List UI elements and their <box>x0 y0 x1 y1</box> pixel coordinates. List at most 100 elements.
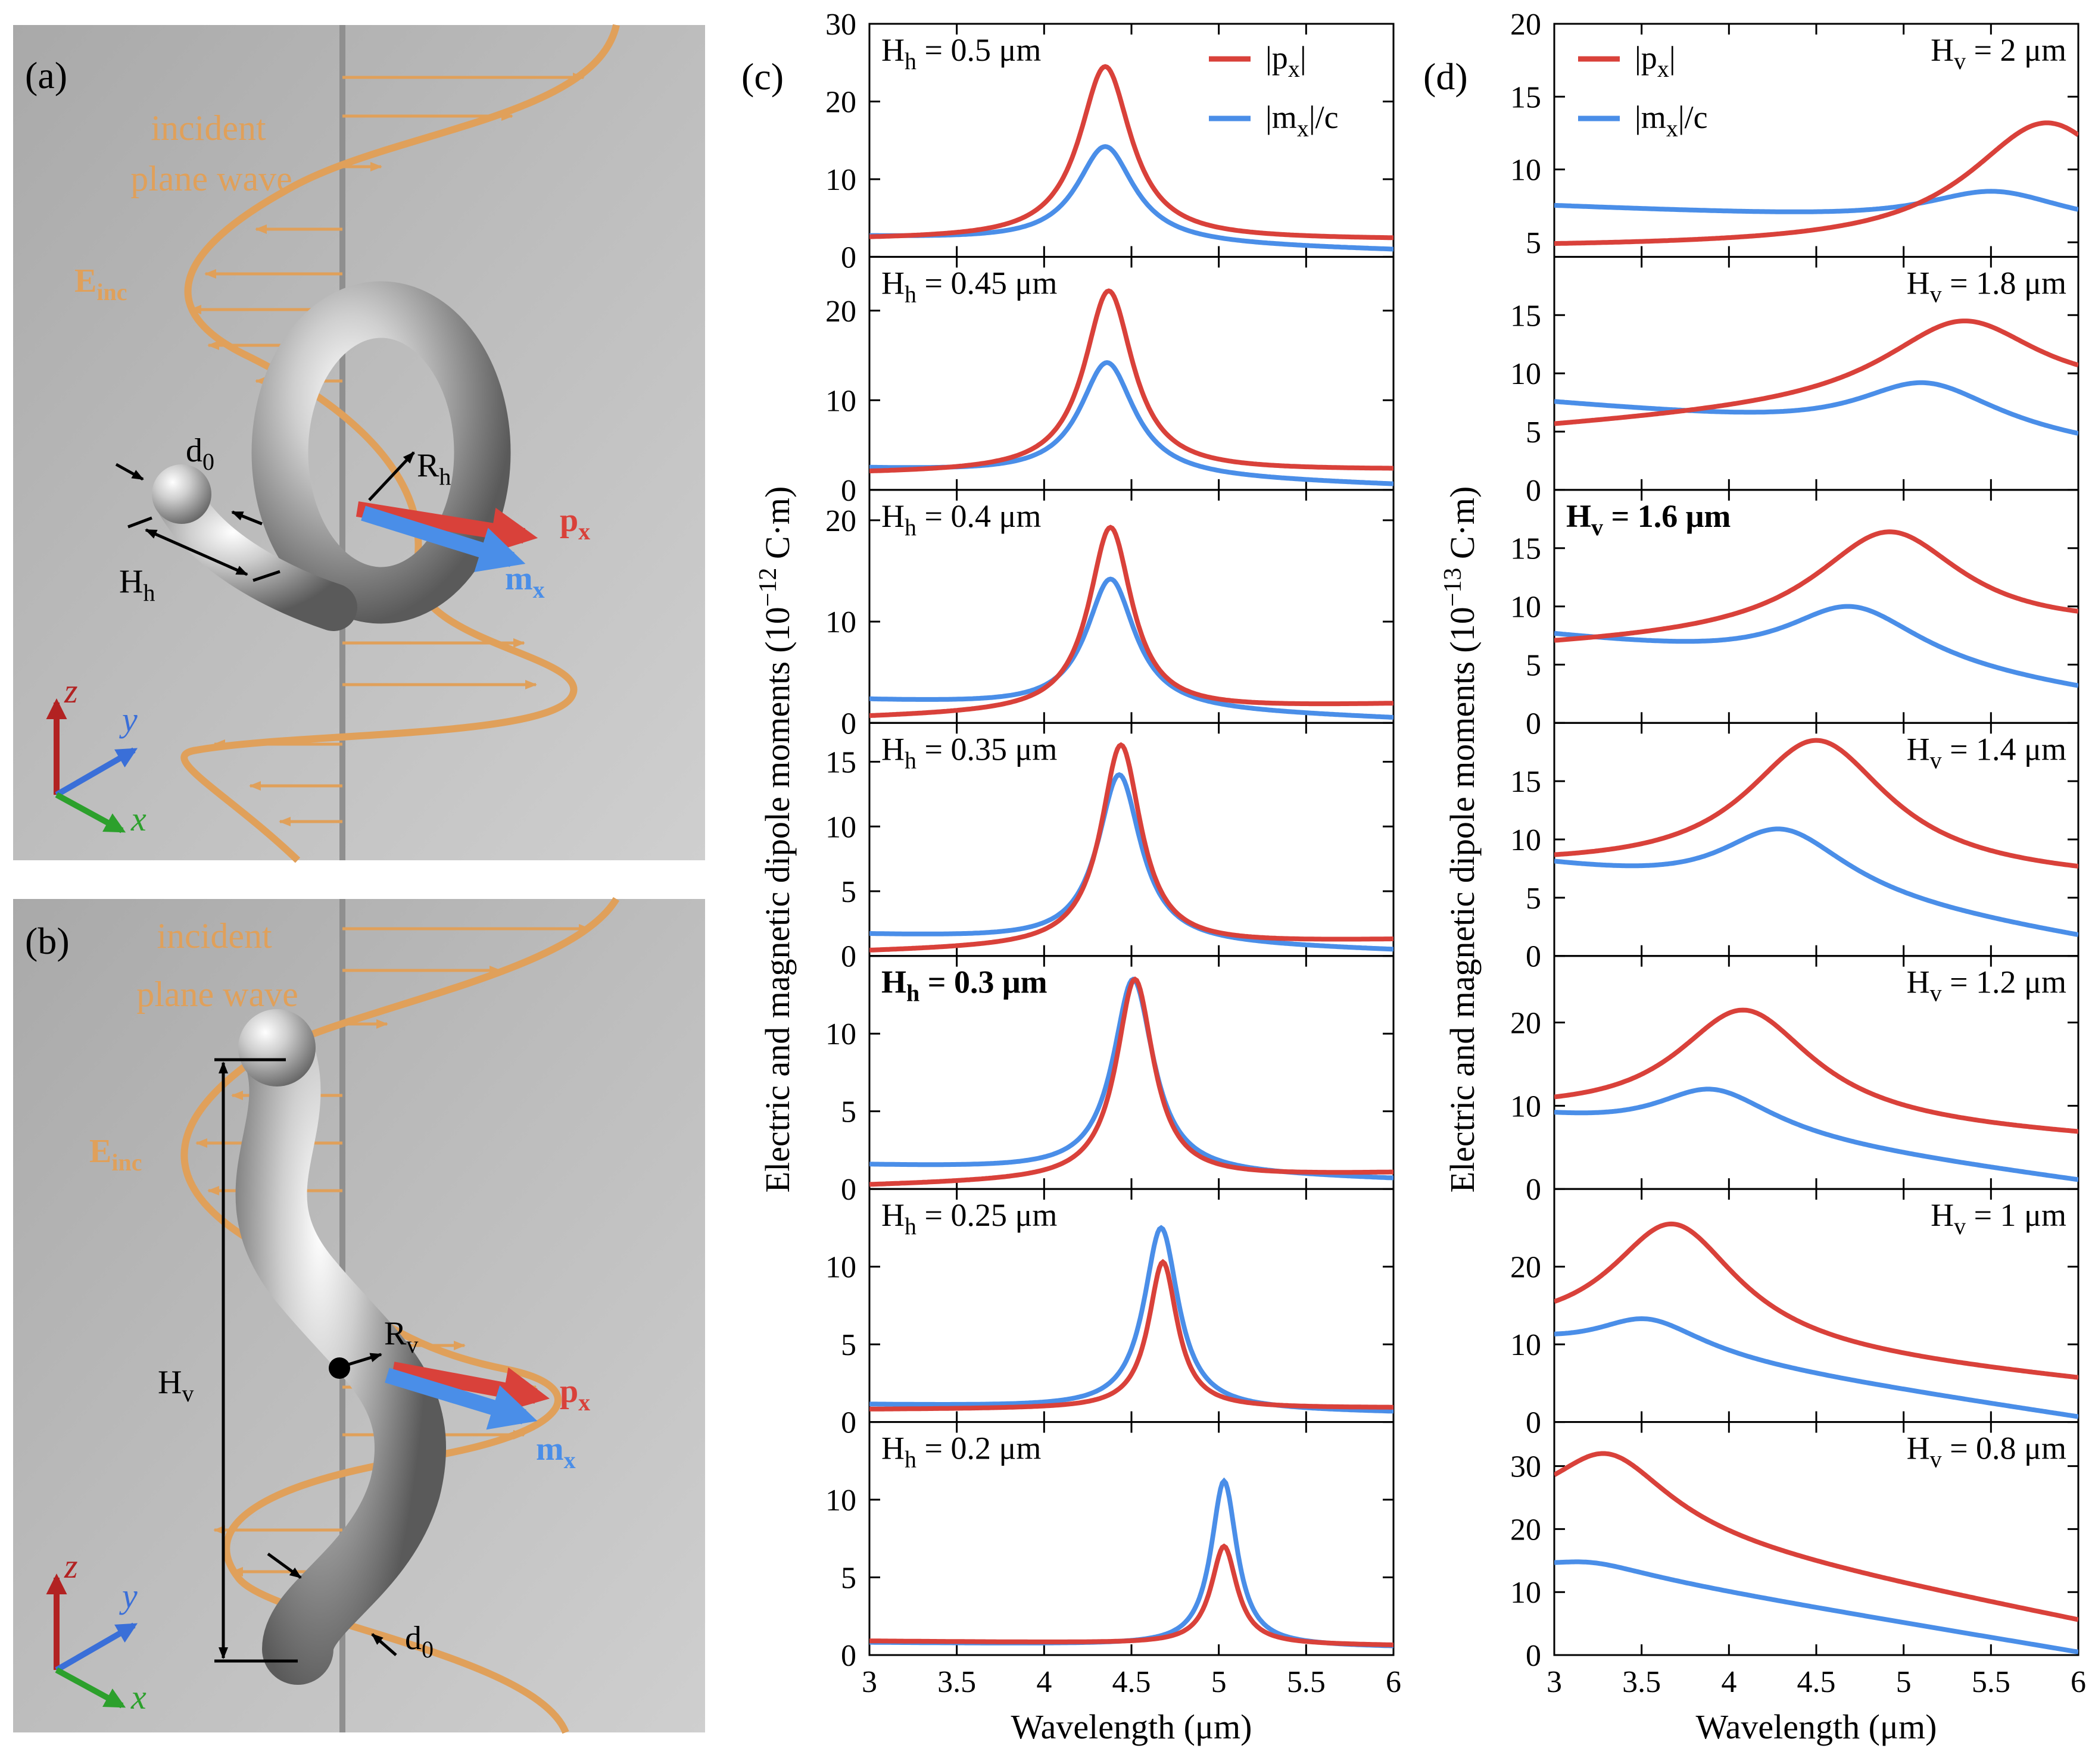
subplot-label-main: H <box>881 1431 905 1466</box>
y-tick-label: 0 <box>1526 1406 1541 1440</box>
y-tick-label: 10 <box>1510 1089 1541 1123</box>
x-tick-label: 5 <box>1211 1665 1227 1699</box>
y-tick-label: 15 <box>1510 299 1541 333</box>
legend-m-main: |m <box>1265 99 1297 135</box>
y-tick-label: 5 <box>1526 226 1541 260</box>
subplot-label: Hv = 1 μm <box>1931 1197 2066 1240</box>
render-a-coordinate-axes <box>46 698 138 833</box>
series-p-line <box>1554 1221 2078 1380</box>
x-tick-label: 3.5 <box>937 1665 976 1699</box>
render-a-wave-label-line1: incident <box>151 108 266 148</box>
legend-m-sub: x <box>1666 115 1678 142</box>
subplot-label-sub: v <box>1954 48 1966 74</box>
series-m-line <box>1554 1087 2078 1182</box>
render-b-height-label: Hv <box>158 1364 194 1407</box>
y-tick-label: 0 <box>1526 1173 1541 1207</box>
y-axis-label-exp: −13 <box>1439 568 1467 607</box>
render-b-diameter-label: d0 <box>405 1620 434 1663</box>
x-tick-label: 5.5 <box>1972 1665 2010 1699</box>
render-panel-b: (b) incident plane wave Einc Hv Rv px mx… <box>13 897 705 1734</box>
subplot-label-sub: h <box>905 747 916 773</box>
y-tick-label: 0 <box>1526 1639 1541 1673</box>
subplot: 0 10 20 Hv = 1 μm <box>1510 1188 2079 1440</box>
subplot-label-main: H <box>1931 32 1954 68</box>
y-tick-label: 5 <box>841 1562 856 1596</box>
y-axis-label-pre: Electric and magnetic dipole moments (10 <box>1443 607 1482 1192</box>
y-tick-label: 30 <box>825 8 856 42</box>
y-tick-label: 0 <box>1526 474 1541 508</box>
subplot-label-value: = 0.4 μm <box>916 498 1041 534</box>
y-axis-label-post: C·m) <box>758 486 797 568</box>
render-b-wave-label-line1: incident <box>157 916 272 956</box>
subplot-label-main: H <box>1907 964 1930 1000</box>
subplot-label-value: = 0.3 μm <box>919 964 1047 1000</box>
y-tick-label: 0 <box>1526 707 1541 741</box>
subplot-label: Hh = 0.35 μm <box>881 731 1057 773</box>
panel-label-d: (d) <box>1423 55 1468 98</box>
panel-label-c: (c) <box>741 55 784 98</box>
series-p-line <box>869 742 1393 953</box>
y-tick-label: 0 <box>841 241 856 274</box>
subplot-label-sub: h <box>905 280 916 307</box>
y-tick-label: 20 <box>1510 1513 1541 1547</box>
subplot: 0 5 10 15 Hv = 1.6 μm <box>1510 489 2079 741</box>
render-a-helix-torus <box>251 281 511 624</box>
subplot-label: Hh = 0.25 μm <box>881 1197 1057 1240</box>
subplot-label-main: H <box>1907 1431 1930 1466</box>
series-p-line <box>869 524 1393 718</box>
subplot-label-value: = 0.25 μm <box>916 1197 1057 1233</box>
subplot-label: Hh = 0.45 μm <box>881 265 1057 307</box>
subplot-label-main: H <box>881 1197 905 1233</box>
subplot-label: Hv = 1.8 μm <box>1907 265 2066 307</box>
subplot-label-sub: h <box>905 1446 916 1473</box>
y-tick-label: 0 <box>841 474 856 508</box>
render-a-p-label: px <box>560 502 590 545</box>
series-m-line <box>869 1225 1393 1414</box>
legend-p-label: |px| <box>1265 40 1307 82</box>
x-tick-label: 4 <box>1036 1665 1052 1699</box>
y-tick-label: 10 <box>825 1484 856 1518</box>
panel-label-a: (a) <box>25 54 67 96</box>
y-tick-label: 20 <box>825 85 856 119</box>
y-tick-label: 10 <box>825 1251 856 1285</box>
subplot-label-main: H <box>881 265 905 301</box>
legend-p-end: | <box>1300 40 1307 76</box>
subplot-label-sub: v <box>1954 1213 1966 1240</box>
subplot-label: Hv = 1.4 μm <box>1907 731 2066 773</box>
y-tick-label: 10 <box>825 810 856 844</box>
subplot-label: Hh = 0.5 μm <box>881 32 1041 74</box>
subplot-label-value: = 0.35 μm <box>916 731 1057 767</box>
subplot-label-value: = 1.4 μm <box>1942 731 2066 767</box>
subplot-label-value: = 2 μm <box>1966 32 2066 68</box>
series-m-line <box>1554 189 2078 214</box>
subplot: 0 5 10 Hh = 0.3 μm <box>825 955 1395 1207</box>
y-tick-label: 20 <box>825 295 856 329</box>
y-tick-label: 10 <box>1510 357 1541 391</box>
render-b-field-label: Einc <box>89 1133 142 1176</box>
y-tick-label: 0 <box>841 707 856 741</box>
render-b-coordinate-axes <box>46 1573 138 1709</box>
render-b-m-label: mx <box>536 1431 576 1473</box>
y-tick-label: 15 <box>1510 532 1541 566</box>
y-tick-label: 0 <box>841 1639 856 1673</box>
subplot: 0 10 20 Hv = 1.2 μm <box>1510 955 2079 1207</box>
subplot-label-main: H <box>881 498 905 534</box>
subplot: 0 10 20 Hh = 0.4 μm <box>825 489 1395 741</box>
y-tick-label: 15 <box>825 746 856 780</box>
subplot-label-value: = 0.8 μm <box>1942 1431 2066 1466</box>
x-axis-label: Wavelength (μm) <box>1696 1707 1937 1746</box>
subplot: 0 5 10 Hh = 0.2 μm <box>825 1421 1395 1673</box>
y-tick-label: 10 <box>825 1017 856 1051</box>
y-tick-label: 0 <box>841 940 856 974</box>
x-tick-label: 4.5 <box>1797 1665 1836 1699</box>
y-tick-label: 5 <box>1526 882 1541 916</box>
series-m-line <box>1554 604 2078 688</box>
y-tick-label: 5 <box>1526 648 1541 682</box>
render-a-height-label: Hh <box>119 563 155 606</box>
series-p-line <box>1554 120 2078 246</box>
series-m-line <box>1554 826 2078 938</box>
render-b-dipole-arrows <box>385 1362 550 1430</box>
y-tick-label: 0 <box>1526 940 1541 974</box>
